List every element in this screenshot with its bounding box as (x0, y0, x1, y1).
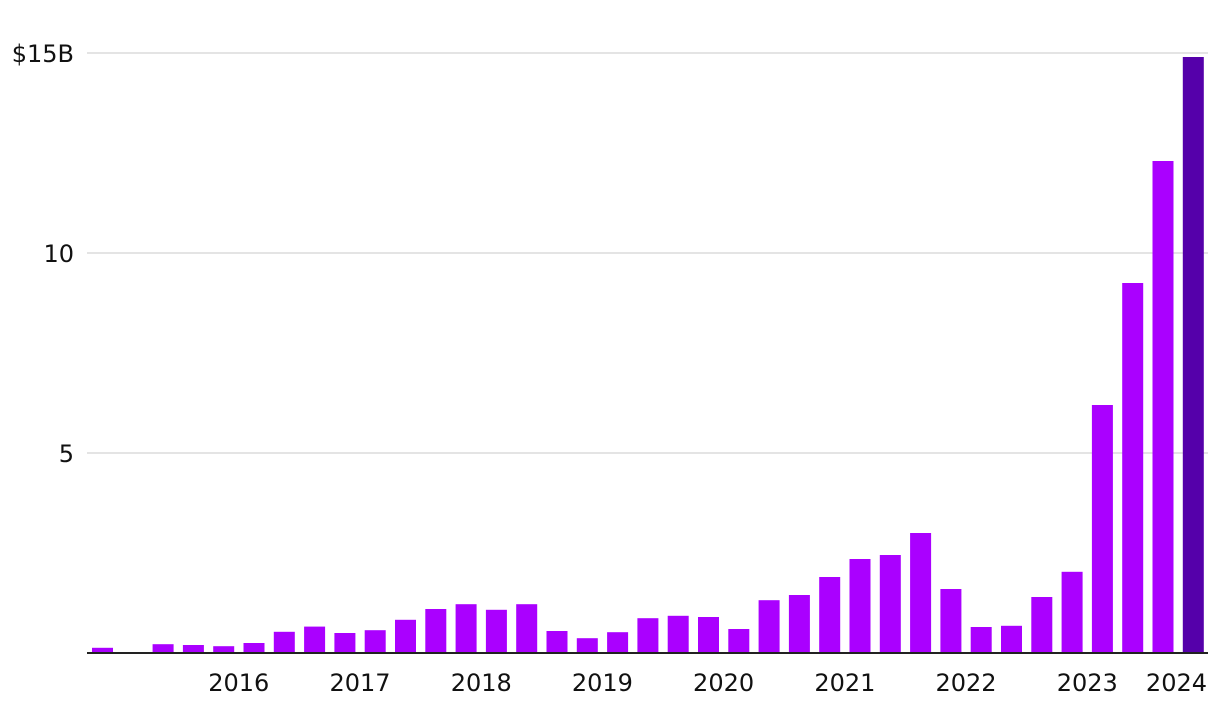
bar-2018-q1 (455, 604, 477, 653)
x-tick-label: 2023 (1057, 669, 1118, 697)
bar-2019-q2 (607, 632, 629, 653)
bar-2015-q1 (92, 647, 113, 653)
x-tick-label: 2022 (935, 669, 996, 697)
x-axis-labels: 2016 2017 2018 2019 2020 2021 2022 2023 2024 (208, 669, 1207, 697)
bar-2017-q4 (425, 609, 447, 653)
bar-2020-q3 (758, 600, 780, 653)
bar-2018-q3 (516, 604, 538, 653)
bar-2016-q1 (213, 646, 235, 653)
bar-2019-q3 (637, 618, 659, 653)
x-tick-label: 2018 (451, 669, 512, 697)
bar-2015-q4 (182, 645, 204, 653)
bar-2018-q4 (546, 631, 568, 653)
bar-2015-q3 (152, 644, 174, 653)
bar-2020-q1 (698, 617, 719, 653)
bar-2017-q2 (364, 630, 386, 653)
bar-2024-q1 (1182, 57, 1204, 653)
bars (92, 57, 1204, 653)
bar-2022-q3 (1001, 625, 1022, 653)
y-tick-label: 10 (43, 240, 74, 268)
bar-2022-q4 (1031, 597, 1053, 653)
bar-2019-q4 (667, 615, 689, 653)
x-tick-label: 2016 (208, 669, 269, 697)
bar-2016-q4 (304, 626, 326, 653)
bar-2018-q2 (485, 609, 507, 653)
bar-2023-q4 (1152, 161, 1174, 653)
bar-2016-q3 (273, 631, 295, 653)
bar-2022-q2 (970, 627, 992, 653)
bar-2017-q3 (395, 619, 416, 653)
bar-2022-q1 (940, 589, 962, 653)
bar-2020-q2 (728, 629, 750, 653)
x-tick-label: 2021 (814, 669, 875, 697)
y-tick-label: 5 (59, 440, 74, 468)
bar-2021-q4 (910, 533, 932, 653)
x-tick-label: 2017 (329, 669, 390, 697)
bar-2019-q1 (576, 638, 598, 653)
y-axis-labels: $15B 10 5 (12, 40, 74, 468)
bar-2020-q4 (788, 595, 810, 653)
bar-2021-q3 (879, 555, 901, 653)
gridlines (87, 52, 1208, 454)
bar-2023-q2 (1091, 405, 1113, 653)
x-tick-label: 2024 (1146, 669, 1207, 697)
x-tick-label: 2020 (693, 669, 754, 697)
bar-2016-q2 (243, 643, 265, 653)
bar-2023-q3 (1122, 283, 1144, 653)
y-tick-label: $15B (12, 40, 74, 68)
bar-2023-q1 (1061, 571, 1083, 653)
bar-2021-q2 (849, 559, 871, 653)
x-tick-label: 2019 (572, 669, 633, 697)
bar-2017-q1 (334, 633, 356, 653)
bar-2021-q1 (819, 577, 841, 653)
